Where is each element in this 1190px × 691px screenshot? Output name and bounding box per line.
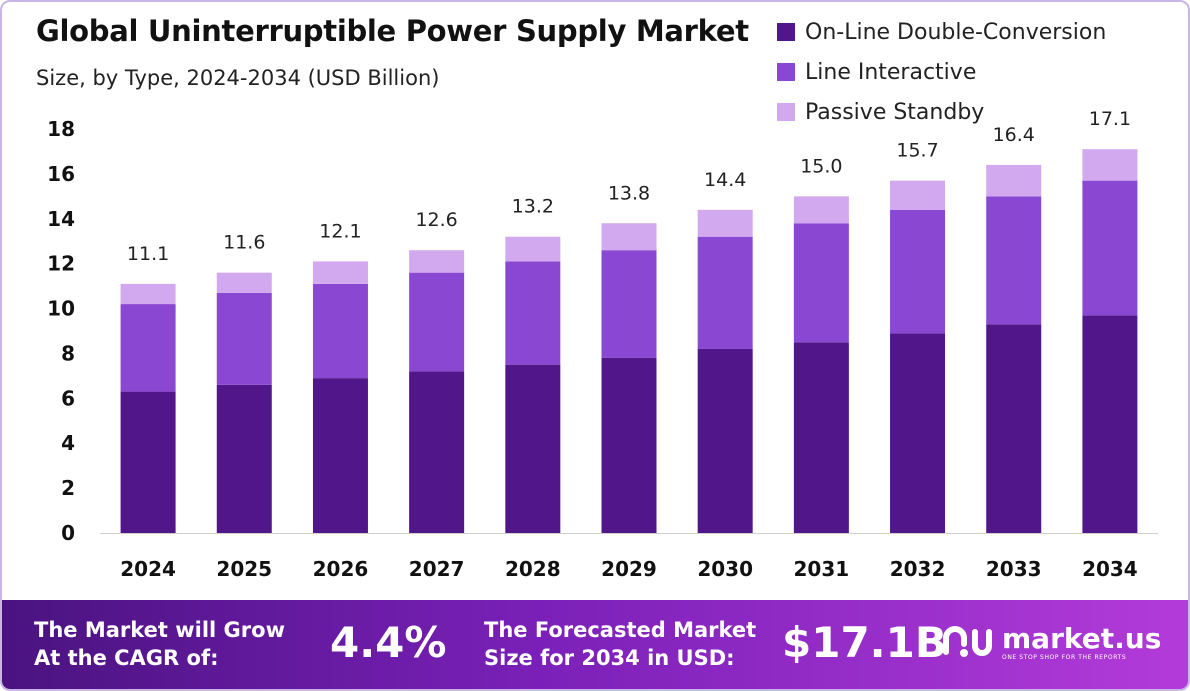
chart-title: Global Uninterruptible Power Supply Mark… (36, 14, 749, 48)
bar-segment-interactive (986, 196, 1042, 325)
bar-segment-online (793, 342, 849, 533)
legend-swatch-standby (777, 103, 795, 121)
bar-segment-online (216, 384, 272, 533)
x-tick-label: 2033 (986, 557, 1042, 581)
x-tick-label: 2028 (505, 557, 561, 581)
bar-segment-online (505, 364, 561, 533)
bar-segment-online (120, 391, 176, 533)
bar-segment-standby (986, 164, 1042, 197)
forecast-caption-line2: Size for 2034 in USD: (484, 646, 735, 670)
x-tick-label: 2034 (1082, 557, 1138, 581)
y-tick-label: 2 (61, 476, 75, 500)
cagr-caption-line1: The Market will Grow (34, 618, 285, 642)
bar-segment-standby (1082, 149, 1138, 181)
bar-segment-interactive (1082, 180, 1138, 316)
legend-swatch-online (777, 23, 795, 41)
bar-segment-interactive (120, 304, 176, 392)
bar-segment-online (890, 333, 946, 533)
x-tick-label: 2030 (697, 557, 753, 581)
bar-total-label: 17.1 (1089, 108, 1131, 130)
legend-label-standby: Passive Standby (805, 99, 985, 125)
logo-name: market.us (1002, 621, 1162, 655)
bar-total-label: 11.1 (127, 243, 169, 265)
y-tick-label: 16 (47, 162, 75, 186)
y-tick-label: 12 (47, 252, 75, 276)
cagr-caption-line2: At the CAGR of: (34, 646, 219, 670)
forecast-value: $17.1B (782, 618, 947, 667)
x-tick-label: 2024 (120, 557, 176, 581)
bar-segment-interactive (312, 283, 368, 379)
y-tick-label: 18 (47, 117, 75, 141)
bar-segment-interactive (409, 272, 465, 372)
forecast-caption-line1: The Forecasted Market (484, 618, 757, 642)
x-tick-label: 2026 (313, 557, 369, 581)
y-tick-label: 10 (47, 297, 75, 321)
bar-segment-online (601, 357, 657, 533)
bar-segment-interactive (601, 250, 657, 358)
bar-segment-standby (409, 250, 465, 273)
summary-banner: The Market will Grow At the CAGR of: 4.4… (2, 600, 1188, 689)
x-tick-label: 2032 (890, 557, 946, 581)
x-tick-label: 2027 (409, 557, 465, 581)
bar-segment-online (312, 378, 368, 533)
legend-item-online: On-Line Double-Conversion (777, 12, 1106, 52)
bar-segment-standby (312, 261, 368, 284)
bar-segment-interactive (216, 292, 272, 385)
bar-segment-online (1082, 315, 1138, 533)
bar-total-label: 16.4 (993, 124, 1035, 146)
legend-swatch-interactive (777, 63, 795, 81)
bar-segment-standby (697, 209, 753, 237)
y-tick-label: 0 (61, 521, 75, 545)
logo-mark-icon (943, 626, 992, 657)
legend-item-interactive: Line Interactive (777, 52, 1106, 92)
bar-total-label: 13.8 (608, 182, 650, 204)
bar-segment-interactive (697, 236, 753, 349)
y-tick-label: 4 (61, 431, 75, 455)
bar-total-label: 15.0 (800, 155, 842, 177)
cagr-value: 4.4% (330, 618, 447, 667)
bar-segment-standby (890, 180, 946, 210)
bar-segment-standby (505, 236, 561, 262)
bar-total-label: 12.6 (415, 209, 457, 231)
bar-total-label: 11.6 (223, 232, 265, 254)
forecast-caption: The Forecasted Market Size for 2034 in U… (484, 616, 756, 672)
bar-total-label: 14.4 (704, 169, 746, 191)
bar-total-label: 13.2 (512, 196, 554, 218)
market-us-logo: market.us ONE STOP SHOP FOR THE REPORTS (942, 622, 1161, 662)
bar-total-label: 12.1 (319, 220, 361, 242)
bar-segment-standby (216, 272, 272, 293)
y-tick-label: 6 (61, 386, 75, 410)
bar-segment-online (697, 348, 753, 533)
y-tick-label: 14 (47, 207, 75, 231)
x-tick-label: 2025 (216, 557, 272, 581)
bar-segment-online (986, 324, 1042, 533)
bar-segment-standby (601, 223, 657, 251)
bar-segment-interactive (890, 209, 946, 334)
legend-label-interactive: Line Interactive (805, 59, 977, 85)
x-tick-label: 2031 (794, 557, 850, 581)
bar-segment-standby (120, 283, 176, 305)
stacked-bar-chart: 0 2 4 6 8 10 12 14 16 18 11.1 2024 11.6 2025 12.1 2026 1… (47, 108, 1158, 581)
chart-subtitle: Size, by Type, 2024-2034 (USD Billion) (36, 66, 440, 90)
logo-tagline: ONE STOP SHOP FOR THE REPORTS (1002, 653, 1127, 661)
bar-segment-interactive (505, 261, 561, 365)
cagr-caption: The Market will Grow At the CAGR of: (34, 616, 285, 672)
legend-label-online: On-Line Double-Conversion (805, 19, 1107, 45)
chart-legend: On-Line Double-Conversion Line Interacti… (777, 12, 1106, 132)
legend-item-standby: Passive Standby (777, 92, 1106, 132)
bar-segment-online (409, 371, 465, 533)
bar-total-label: 15.7 (896, 140, 938, 162)
y-tick-label: 8 (61, 341, 75, 365)
bar-segment-standby (793, 196, 849, 224)
bar-segment-interactive (793, 223, 849, 343)
x-tick-label: 2029 (601, 557, 657, 581)
